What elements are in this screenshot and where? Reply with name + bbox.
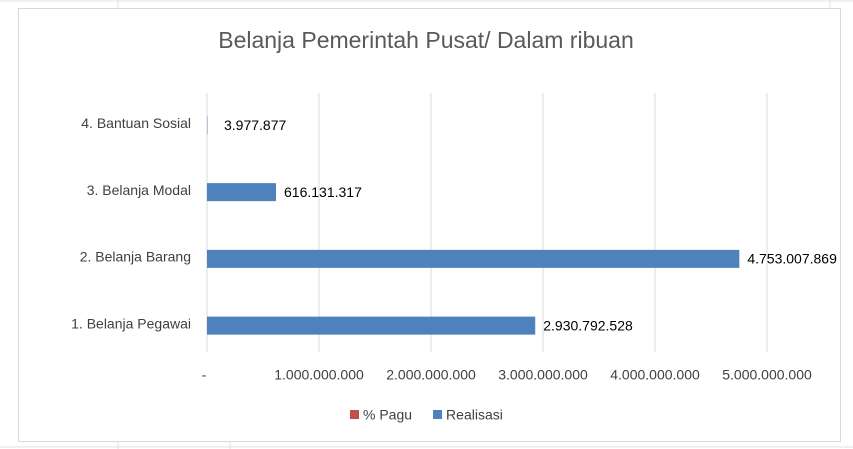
data-label: 4.753.007.869 (747, 251, 837, 267)
y-tick-label: 4. Bantuan Sosial (81, 115, 191, 131)
x-tick-label: 4.000.000.000 (610, 367, 700, 383)
bar (207, 316, 536, 335)
legend-label: Realisasi (446, 407, 503, 423)
x-tick-label: 5.000.000.000 (722, 367, 812, 383)
legend-label: % Pagu (363, 407, 412, 423)
y-tick-label: 1. Belanja Pegawai (71, 315, 191, 331)
x-tick-label: 2.000.000.000 (386, 367, 476, 383)
data-label: 616.131.317 (284, 184, 362, 200)
y-tick-label: 3. Belanja Modal (87, 182, 191, 198)
legend-swatch (350, 410, 359, 419)
x-tick-label: - (202, 367, 207, 383)
bar (207, 183, 277, 202)
bar (207, 249, 740, 268)
x-tick-label: 1.000.000.000 (274, 367, 364, 383)
y-tick-label: 2. Belanja Barang (80, 249, 191, 265)
data-label: 2.930.792.528 (543, 317, 633, 333)
chart-area (18, 8, 841, 442)
x-tick-label: 3.000.000.000 (498, 367, 588, 383)
legend-swatch (433, 410, 443, 419)
data-label: 3.977.877 (224, 117, 286, 133)
chart-title: Belanja Pemerintah Pusat/ Dalam ribuan (218, 27, 634, 53)
